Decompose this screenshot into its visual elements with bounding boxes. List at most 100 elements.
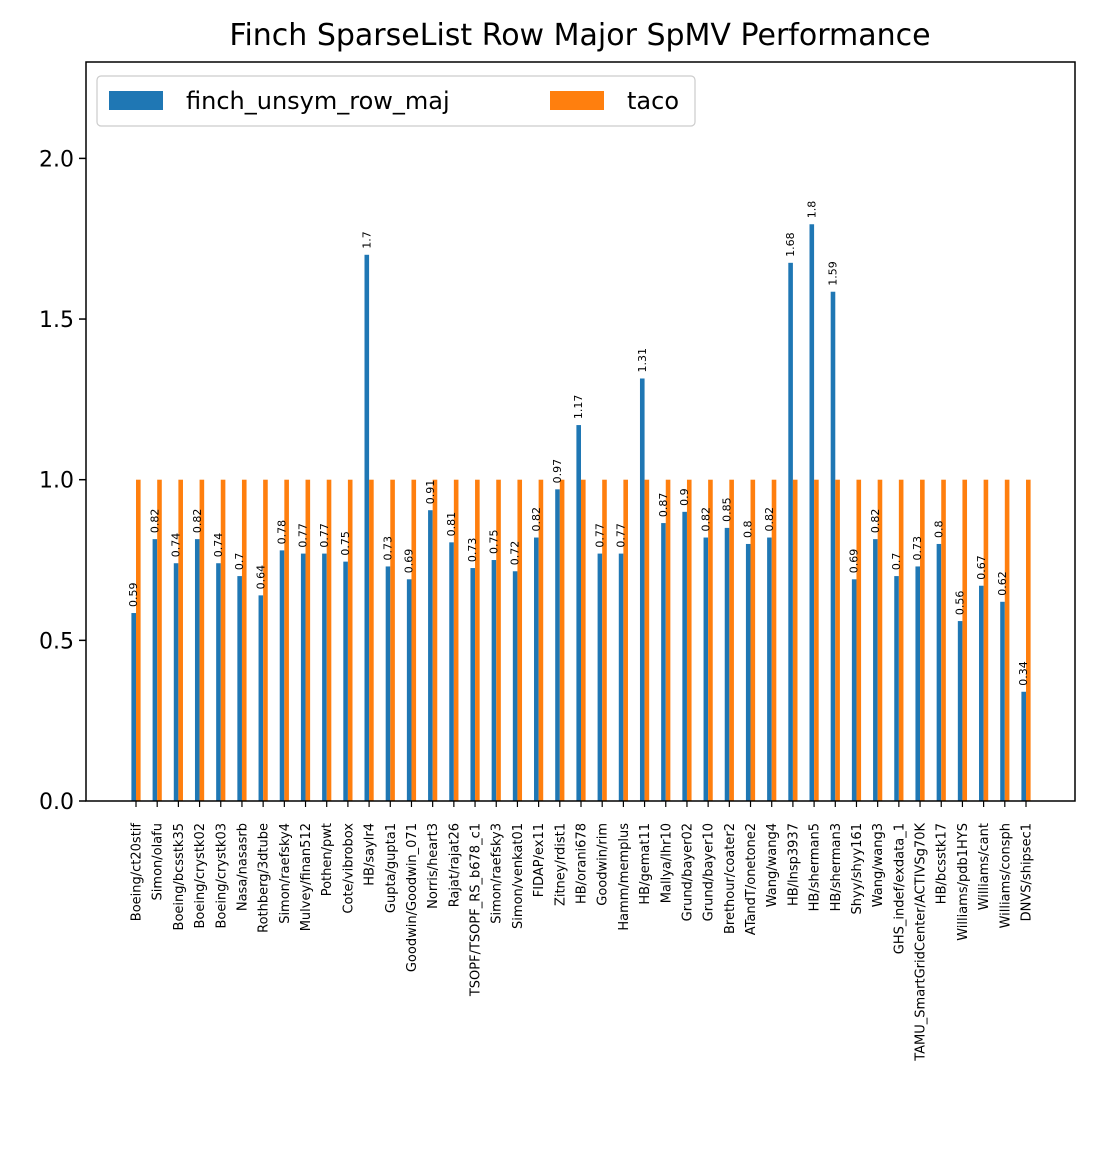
bar-taco: [178, 479, 183, 801]
bar-value-label: 0.72: [509, 541, 522, 566]
bar-finch: [597, 553, 603, 801]
bar-taco: [496, 479, 501, 801]
bar-value-label: 0.87: [657, 493, 670, 518]
xtick-label: Hamm/memplus: [617, 823, 632, 931]
bar-value-label: 1.68: [784, 232, 797, 257]
bar-taco: [602, 479, 607, 801]
bar-value-label: 0.74: [212, 533, 225, 558]
xtick-label: Boeing/crystk02: [193, 823, 208, 928]
bar-taco: [856, 479, 862, 801]
bar-value-label: 0.62: [996, 571, 1009, 596]
bar-value-label: 0.82: [148, 509, 161, 534]
bar-value-label: 0.85: [721, 497, 734, 522]
bar-value-label: 0.97: [551, 459, 564, 484]
bar-value-label: 0.82: [763, 507, 776, 532]
xtick-label: Williams/consph: [998, 823, 1013, 928]
bar-taco: [686, 479, 692, 801]
bar-taco: [305, 479, 311, 801]
bar-finch: [682, 511, 687, 801]
ytick-label: 0.0: [39, 790, 74, 815]
bar-value-label: 0.75: [487, 530, 500, 555]
bar-taco: [729, 479, 734, 801]
xtick-label: Shyy/shyy161: [850, 823, 865, 914]
xtick-label: Simon/olafu: [151, 823, 166, 900]
xtick-label: Simon/raefsky3: [490, 823, 505, 924]
xtick-label: Grund/bayer02: [680, 823, 695, 921]
bar-taco: [347, 479, 353, 801]
bar-value-label: 1.31: [636, 348, 649, 373]
bar-finch: [194, 539, 200, 801]
bar-finch: [279, 550, 285, 801]
xtick-label: Cote/vibrobox: [341, 823, 356, 914]
bar-finch: [1021, 691, 1026, 801]
bar-value-label: 0.82: [869, 509, 882, 534]
bar-taco: [1026, 479, 1031, 801]
legend-label-taco: taco: [627, 87, 679, 115]
bar-finch: [788, 262, 793, 802]
bar-taco: [136, 479, 141, 801]
bar-value-label: 1.17: [572, 395, 585, 420]
bar-finch: [894, 576, 899, 801]
xtick-label: HB/sherman5: [808, 823, 823, 911]
xtick-label: HB/saylr4: [363, 823, 378, 886]
plot-frame: [85, 61, 1076, 802]
bar-finch: [873, 539, 878, 801]
xtick-label: ATandT/onetone2: [744, 823, 759, 935]
xtick-label: Grund/bayer10: [702, 823, 717, 921]
bar-finch: [555, 489, 560, 801]
bar-taco: [517, 479, 523, 801]
bar-value-label: 0.82: [530, 507, 543, 532]
bar-finch: [936, 543, 942, 801]
bar-value-label: 1.8: [805, 201, 818, 219]
bar-value-label: 0.73: [466, 538, 479, 563]
bar-finch: [618, 553, 624, 801]
bar-value-label: 0.7: [233, 553, 246, 571]
xtick-label: Boeing/crystk03: [214, 823, 229, 928]
bar-taco: [708, 479, 713, 801]
xtick-label: Boeing/bcsstk35: [172, 823, 187, 930]
legend: finch_unsym_row_maj taco: [96, 75, 696, 127]
xtick-label: HB/sherman3: [829, 823, 844, 911]
bar-finch: [809, 224, 815, 802]
bar-taco: [792, 479, 798, 801]
bar-taco: [623, 479, 628, 801]
bar-taco: [835, 479, 840, 801]
xtick-label: GHS_indef/exdata_1: [892, 823, 907, 954]
xtick-label: Rajat/rajat26: [447, 823, 462, 907]
xtick-label: Mulvey/finan512: [299, 823, 314, 931]
bar-value-label: 0.81: [445, 512, 458, 537]
bar-finch: [237, 576, 242, 801]
xtick-label: HB/lnsp3937: [786, 823, 801, 906]
bar-value-label: 0.34: [1017, 661, 1030, 686]
bar-taco: [771, 479, 777, 801]
bar-finch: [703, 537, 709, 801]
bar-value-label: 0.75: [339, 531, 352, 556]
bar-taco: [263, 479, 268, 801]
bar-value-label: 0.78: [276, 520, 289, 545]
bar-value-label: 0.82: [191, 509, 204, 534]
bar-finch: [534, 537, 539, 801]
bar-finch: [830, 291, 836, 801]
bar-taco: [750, 479, 756, 801]
bar-value-label: 0.82: [699, 507, 712, 532]
bar-finch: [300, 553, 306, 801]
bar-finch: [131, 613, 136, 801]
legend-label-finch: finch_unsym_row_maj: [186, 87, 450, 115]
xtick-label: FIDAP/ex11: [532, 823, 547, 897]
xtick-label: Norris/heart3: [426, 823, 441, 909]
bar-taco: [411, 479, 417, 801]
xtick-label: Mallya/lhr10: [659, 823, 674, 903]
bar-value-label: 0.69: [403, 549, 416, 574]
bar-value-label: 0.73: [381, 536, 394, 561]
bar-finch: [915, 566, 921, 801]
bar-value-label: 0.56: [954, 591, 967, 616]
bar-finch: [979, 585, 984, 801]
bar-value-label: 0.91: [424, 480, 437, 505]
bar-value-label: 0.77: [593, 523, 606, 548]
bar-taco: [390, 479, 395, 801]
ytick-label: 1.0: [39, 469, 74, 494]
xtick-label: Rothberg/3dtube: [257, 823, 272, 933]
bar-taco: [284, 479, 289, 801]
